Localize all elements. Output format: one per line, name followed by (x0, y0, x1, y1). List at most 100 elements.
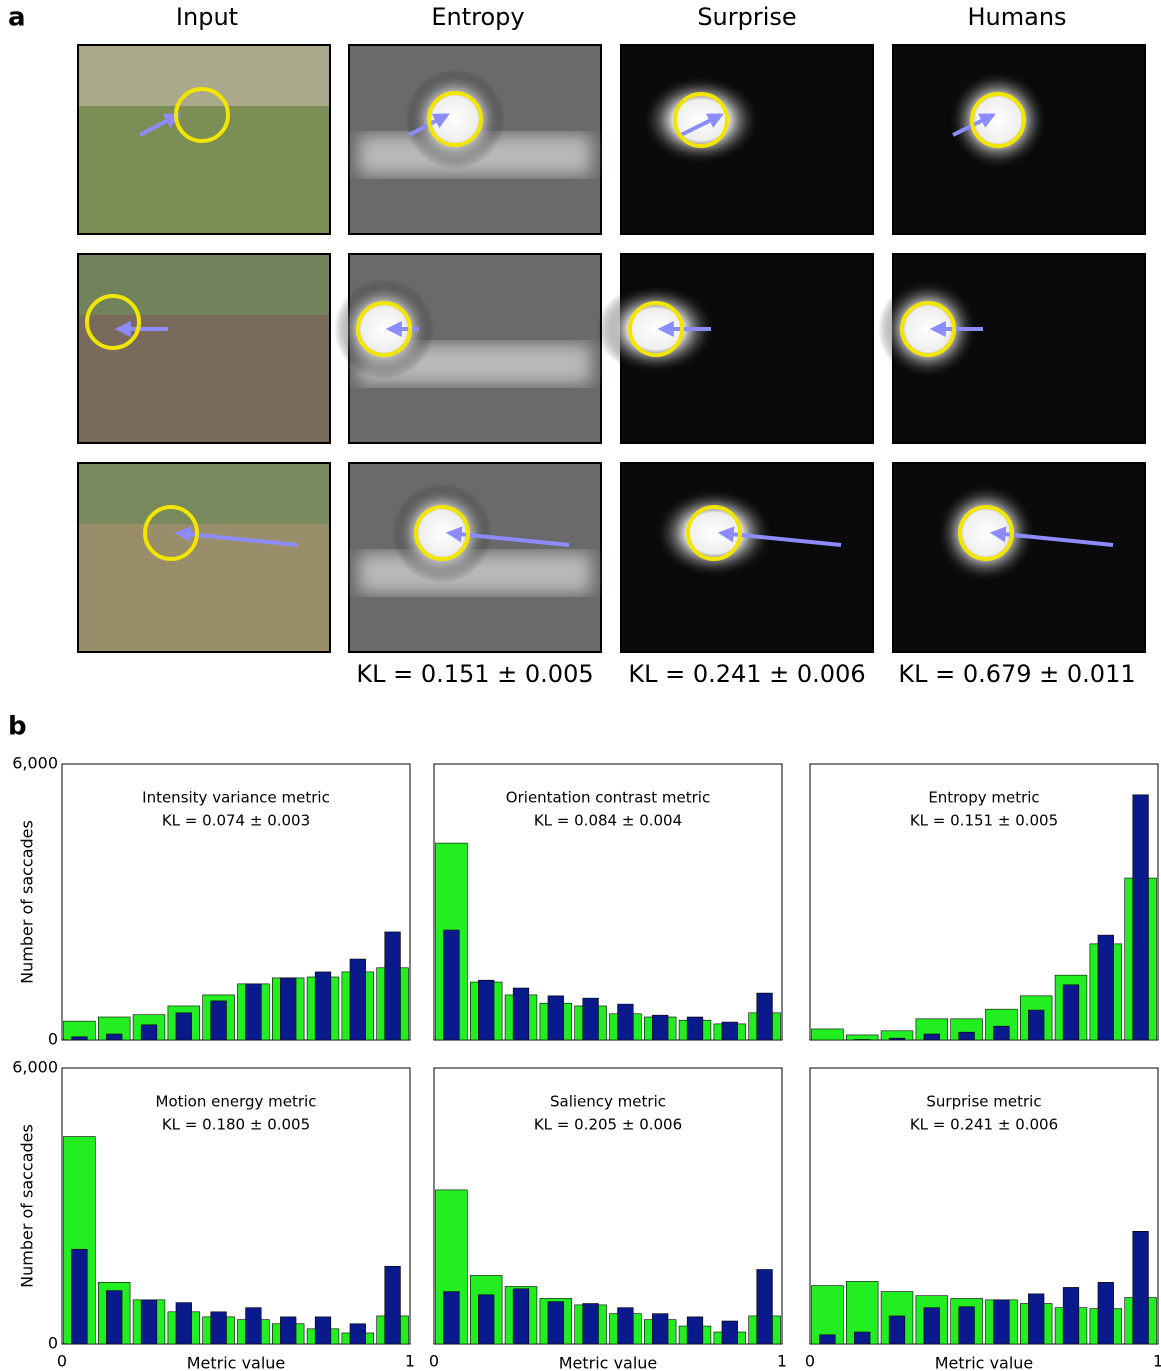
kl-label: KL = 0.151 ± 0.005 (356, 660, 593, 688)
x-axis-label: Metric value (559, 1354, 658, 1371)
bar (72, 1249, 88, 1344)
saliency-blob (392, 483, 492, 583)
bar (924, 1034, 940, 1040)
bar (583, 998, 599, 1040)
chart-title: Surprise metric (926, 1093, 1041, 1111)
chart-title: Entropy metric (928, 789, 1039, 807)
bar (1028, 1010, 1044, 1040)
chart-subtitle: KL = 0.241 ± 0.006 (910, 1116, 1058, 1134)
bar (280, 978, 296, 1040)
bar (722, 1022, 738, 1040)
chart-subtitle: KL = 0.084 ± 0.004 (534, 812, 682, 830)
bar (1133, 795, 1149, 1040)
bar (548, 996, 564, 1040)
bar (176, 1303, 192, 1344)
x-tick-label: 1 (1153, 1352, 1161, 1371)
y-tick-label: 0 (48, 1030, 58, 1049)
bar (994, 1300, 1010, 1344)
y-tick-label: 6,000 (12, 754, 58, 773)
saliency-blob (654, 488, 774, 578)
bar (246, 984, 262, 1040)
kl-label: KL = 0.679 ± 0.011 (898, 660, 1135, 688)
bar (959, 1032, 975, 1040)
saliency-blob (641, 75, 761, 165)
bar (141, 1300, 157, 1344)
bar (1063, 1287, 1079, 1344)
bar (106, 1291, 122, 1344)
bar (618, 1004, 634, 1040)
bar (687, 1317, 703, 1344)
bar (757, 1269, 773, 1344)
bar (1098, 1282, 1114, 1344)
photo-region (79, 464, 329, 524)
bar (959, 1307, 975, 1344)
bar (72, 1037, 88, 1040)
bar (513, 988, 529, 1040)
bar (478, 1295, 494, 1344)
bar (618, 1308, 634, 1344)
bar (548, 1302, 564, 1344)
saliency-blob (948, 70, 1048, 170)
chart-subtitle: KL = 0.074 ± 0.003 (162, 812, 310, 830)
chart-title: Intensity variance metric (142, 789, 330, 807)
chart-subtitle: KL = 0.151 ± 0.005 (910, 812, 1058, 830)
bar (350, 1324, 366, 1344)
bar (176, 1013, 192, 1040)
saliency-blob (405, 69, 505, 169)
x-tick-label: 0 (805, 1352, 815, 1371)
x-axis-label: Metric value (187, 1354, 286, 1371)
x-tick-label: 1 (405, 1352, 415, 1371)
x-tick-label: 0 (57, 1352, 67, 1371)
bar (211, 1312, 227, 1344)
bar (513, 1289, 529, 1344)
chart-title: Saliency metric (550, 1093, 666, 1111)
bar (889, 1038, 905, 1040)
column-title: Input (176, 3, 238, 31)
bar (444, 930, 460, 1040)
column-title: Humans (967, 3, 1066, 31)
bar (1028, 1294, 1044, 1344)
kl-label: KL = 0.241 ± 0.006 (628, 660, 865, 688)
bar (820, 1335, 836, 1344)
column-title: Surprise (697, 3, 796, 31)
bar (280, 1317, 296, 1344)
bar (924, 1308, 940, 1344)
chart-title: Orientation contrast metric (506, 789, 710, 807)
bar (889, 1316, 905, 1344)
photo-region (79, 46, 329, 106)
y-axis-label: Number of saccades (18, 1124, 37, 1288)
y-tick-label: 0 (48, 1334, 58, 1353)
figure: a Input Entropy Surprise Humans KL = 0.1… (0, 0, 1161, 1371)
panel-label: a (8, 3, 26, 33)
bar (106, 1034, 122, 1040)
chart-title: Motion energy metric (156, 1093, 317, 1111)
bar (385, 1266, 401, 1344)
bar (994, 1026, 1010, 1040)
bar (722, 1321, 738, 1344)
chart-subtitle: KL = 0.205 ± 0.006 (534, 1116, 682, 1134)
bar (652, 1015, 668, 1040)
bar (478, 980, 494, 1040)
bar (211, 1001, 227, 1040)
bar (757, 993, 773, 1040)
bar (444, 1292, 460, 1344)
bar (854, 1332, 870, 1344)
panel-label: b (8, 712, 27, 742)
image-grid (78, 45, 1145, 652)
y-axis-label: Number of saccades (18, 820, 37, 984)
x-tick-label: 1 (777, 1352, 787, 1371)
saliency-blob (936, 483, 1036, 583)
photo-region (79, 255, 329, 315)
x-tick-label: 0 (429, 1352, 439, 1371)
bar (812, 1029, 844, 1040)
bar (350, 959, 366, 1040)
bar (652, 1314, 668, 1344)
x-axis-label: Metric value (935, 1354, 1034, 1371)
bar (687, 1017, 703, 1040)
bar (141, 1025, 157, 1040)
bar (583, 1304, 599, 1344)
y-tick-label: 6,000 (12, 1058, 58, 1077)
chart-subtitle: KL = 0.180 ± 0.005 (162, 1116, 310, 1134)
column-title: Entropy (431, 3, 524, 31)
bar (1133, 1231, 1149, 1344)
